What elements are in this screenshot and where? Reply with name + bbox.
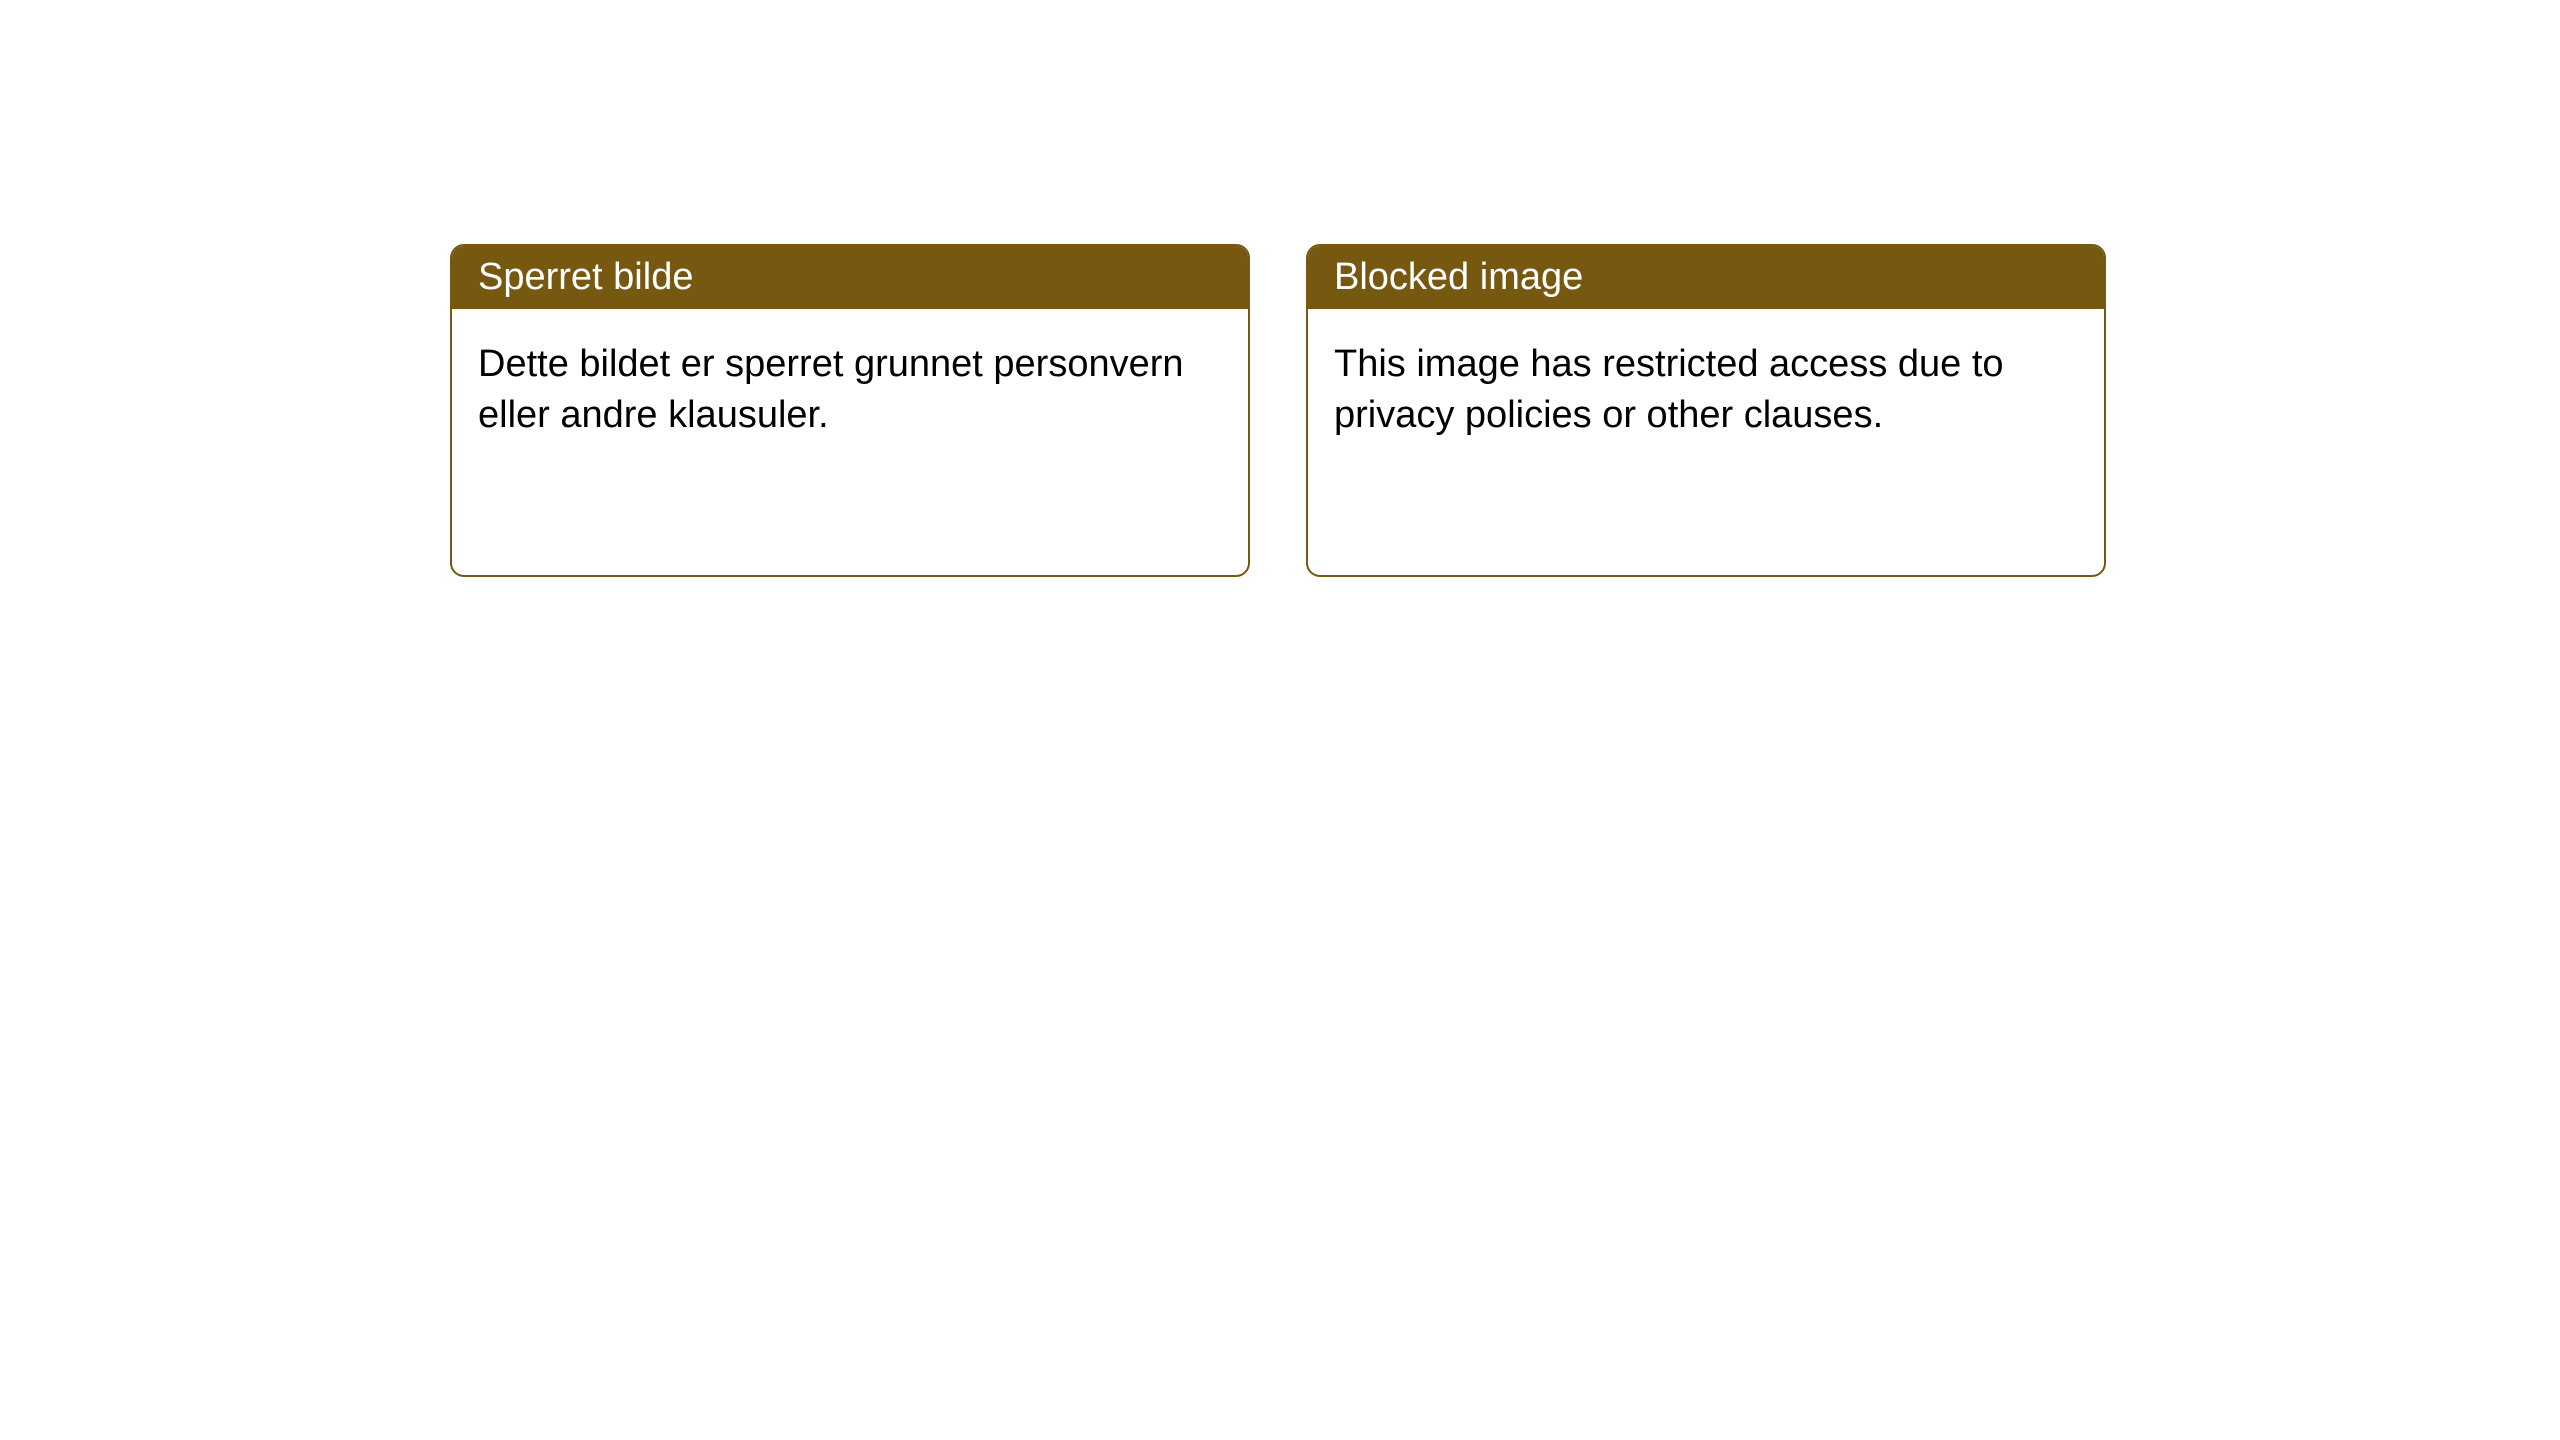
notice-header: Blocked image: [1308, 246, 2104, 309]
notice-card-norwegian: Sperret bilde Dette bildet er sperret gr…: [450, 244, 1250, 577]
notice-body: This image has restricted access due to …: [1308, 309, 2104, 472]
notice-header: Sperret bilde: [452, 246, 1248, 309]
notice-container: Sperret bilde Dette bildet er sperret gr…: [0, 0, 2560, 577]
notice-title: Sperret bilde: [478, 256, 693, 298]
notice-body-text: Dette bildet er sperret grunnet personve…: [478, 343, 1184, 436]
notice-body-text: This image has restricted access due to …: [1334, 343, 2004, 436]
notice-body: Dette bildet er sperret grunnet personve…: [452, 309, 1248, 472]
notice-title: Blocked image: [1334, 256, 1583, 298]
notice-card-english: Blocked image This image has restricted …: [1306, 244, 2106, 577]
